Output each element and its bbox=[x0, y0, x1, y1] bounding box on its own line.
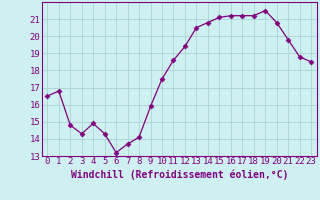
X-axis label: Windchill (Refroidissement éolien,°C): Windchill (Refroidissement éolien,°C) bbox=[70, 169, 288, 180]
